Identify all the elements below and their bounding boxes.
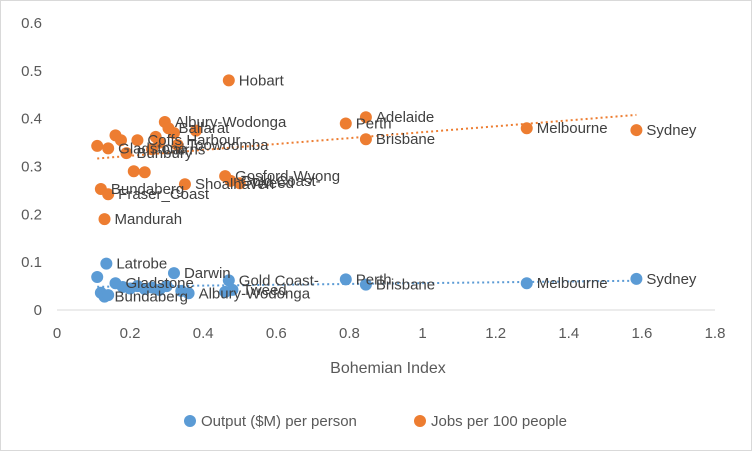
point-jobs bbox=[171, 138, 184, 151]
data-label-jobs: Bundaberg bbox=[111, 181, 184, 198]
data-label-output: Bundaberg bbox=[115, 289, 188, 306]
data-label-jobs: Hobart bbox=[239, 72, 285, 89]
x-tick-label: 0.8 bbox=[339, 325, 360, 342]
legend-marker-output bbox=[184, 415, 196, 427]
point-jobs bbox=[153, 136, 166, 149]
data-label-jobs: Toowoomba bbox=[188, 137, 270, 154]
y-tick-label: 0.6 bbox=[21, 15, 42, 32]
point-jobs bbox=[91, 139, 104, 152]
data-label-jobs: Coffs Harbour bbox=[147, 132, 240, 149]
y-tick-label: 0 bbox=[34, 302, 42, 319]
point-jobs bbox=[359, 133, 372, 146]
data-label-output: Tweed bbox=[242, 282, 286, 299]
data-label-output: Albury-Wodonga bbox=[199, 285, 311, 302]
data-label-jobs: Gold Coast- bbox=[241, 173, 321, 190]
point-jobs bbox=[233, 177, 246, 190]
x-tick-label: 0.4 bbox=[193, 325, 214, 342]
point-jobs bbox=[167, 127, 180, 140]
legend-label-jobs: Jobs per 100 people bbox=[431, 413, 567, 430]
point-output bbox=[160, 280, 173, 293]
x-tick-label: 0.2 bbox=[120, 325, 141, 342]
point-output bbox=[222, 274, 235, 287]
data-label-jobs: Melbourne bbox=[537, 120, 608, 137]
data-label-output: Darwin bbox=[184, 265, 231, 282]
data-label-jobs: Albury-Wodonga bbox=[175, 114, 287, 131]
point-jobs bbox=[630, 124, 643, 137]
data-label-jobs: Fraser_Coast bbox=[118, 186, 210, 203]
point-output bbox=[167, 267, 180, 280]
x-tick-label: 1.8 bbox=[705, 325, 726, 342]
point-output bbox=[102, 289, 115, 302]
point-jobs bbox=[102, 142, 115, 155]
data-label-output: Gladstone bbox=[125, 275, 193, 292]
point-jobs bbox=[102, 188, 115, 201]
x-tick-label: 1.2 bbox=[485, 325, 506, 342]
x-tick-label: 0 bbox=[53, 325, 61, 342]
point-jobs bbox=[189, 124, 202, 137]
point-jobs bbox=[114, 134, 127, 147]
data-label-output: Gold Coast- bbox=[239, 272, 319, 289]
data-label-output: Sydney bbox=[646, 271, 697, 288]
data-label-jobs: Bunbury bbox=[136, 145, 192, 162]
point-jobs bbox=[359, 111, 372, 124]
data-label-jobs: Cairns bbox=[162, 141, 205, 158]
data-label-output: Latrobe bbox=[116, 256, 167, 273]
point-output bbox=[182, 287, 195, 300]
y-tick-label: 0.1 bbox=[21, 254, 42, 271]
tick-labels: 0 0.2 0.4 0.6 0.8 1 1.2 1.4 1.6 1.8 0 0.1 0.2 0.3 0.4 0… bbox=[21, 15, 725, 342]
data-label-jobs: Brisbane bbox=[376, 131, 435, 148]
point-output bbox=[226, 283, 239, 296]
data-label-output: Perth bbox=[356, 271, 392, 288]
data-label-jobs: Tweed bbox=[250, 175, 294, 192]
point-output bbox=[520, 277, 533, 290]
x-axis-title: Bohemian Index bbox=[330, 360, 446, 377]
data-label-jobs: Gladstone bbox=[118, 140, 186, 157]
y-tick-label: 0.5 bbox=[21, 63, 42, 80]
y-tick-label: 0.2 bbox=[21, 206, 42, 223]
data-labels: BundabergLatrobeGladstoneDarwinAlbury-Wo… bbox=[111, 72, 697, 305]
point-jobs bbox=[520, 122, 533, 135]
point-output bbox=[339, 273, 352, 286]
x-tick-label: 1.4 bbox=[558, 325, 579, 342]
point-jobs bbox=[120, 147, 133, 160]
data-label-jobs: Mandurah bbox=[115, 211, 183, 228]
data-label-output: Melbourne bbox=[537, 275, 608, 292]
point-jobs bbox=[127, 165, 140, 178]
y-tick-label: 0.3 bbox=[21, 159, 42, 176]
point-jobs bbox=[339, 117, 352, 130]
legend-label-output: Output ($M) per person bbox=[201, 413, 357, 430]
data-label-jobs: Adelaide bbox=[376, 109, 434, 126]
data-label-jobs: Perth bbox=[356, 115, 392, 132]
point-output bbox=[630, 272, 643, 285]
x-tick-label: 1.6 bbox=[631, 325, 652, 342]
x-tick-label: 0.6 bbox=[266, 325, 287, 342]
data-label-jobs: Shoalhaven bbox=[195, 176, 274, 193]
data-label-jobs: Ballarat bbox=[178, 120, 230, 137]
data-label-jobs: Sydney bbox=[646, 122, 697, 139]
data-label-jobs: Gosford-Wyong bbox=[235, 168, 340, 185]
point-output bbox=[359, 278, 372, 291]
point-jobs bbox=[98, 213, 111, 226]
point-jobs bbox=[224, 174, 237, 187]
data-label-output: Brisbane bbox=[376, 277, 435, 294]
point-jobs bbox=[131, 134, 144, 147]
x-tick-label: 1 bbox=[418, 325, 426, 342]
point-jobs bbox=[178, 178, 191, 191]
point-jobs bbox=[222, 74, 235, 87]
legend: Output ($M) per person Jobs per 100 peopl… bbox=[184, 413, 567, 430]
point-jobs bbox=[138, 166, 151, 179]
point-output bbox=[100, 257, 113, 270]
legend-marker-jobs bbox=[414, 415, 426, 427]
point-output bbox=[91, 270, 104, 283]
y-tick-label: 0.4 bbox=[21, 111, 42, 128]
data-points bbox=[91, 74, 643, 303]
